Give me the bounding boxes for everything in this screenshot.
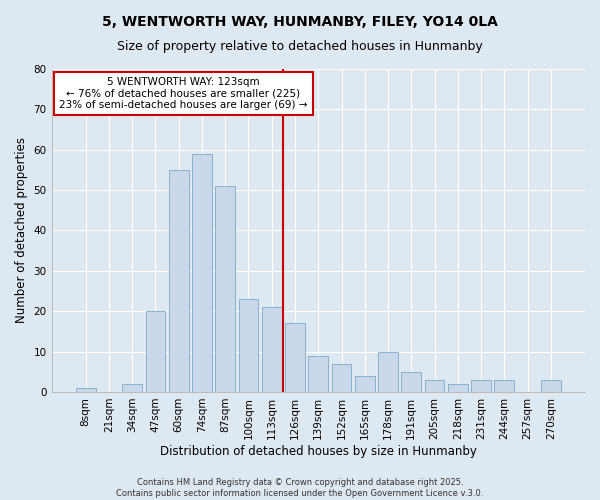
Bar bbox=[401, 372, 421, 392]
Bar bbox=[285, 324, 305, 392]
Bar bbox=[239, 299, 259, 392]
X-axis label: Distribution of detached houses by size in Hunmanby: Distribution of detached houses by size … bbox=[160, 444, 477, 458]
Bar bbox=[215, 186, 235, 392]
Bar bbox=[378, 352, 398, 392]
Bar bbox=[308, 356, 328, 392]
Bar bbox=[494, 380, 514, 392]
Bar bbox=[332, 364, 352, 392]
Bar bbox=[76, 388, 95, 392]
Bar bbox=[425, 380, 445, 392]
Bar bbox=[146, 311, 166, 392]
Text: Size of property relative to detached houses in Hunmanby: Size of property relative to detached ho… bbox=[117, 40, 483, 53]
Text: Contains HM Land Registry data © Crown copyright and database right 2025.
Contai: Contains HM Land Registry data © Crown c… bbox=[116, 478, 484, 498]
Bar bbox=[262, 307, 281, 392]
Text: 5, WENTWORTH WAY, HUNMANBY, FILEY, YO14 0LA: 5, WENTWORTH WAY, HUNMANBY, FILEY, YO14 … bbox=[102, 15, 498, 29]
Bar bbox=[471, 380, 491, 392]
Bar bbox=[448, 384, 468, 392]
Bar bbox=[169, 170, 188, 392]
Bar bbox=[355, 376, 374, 392]
Y-axis label: Number of detached properties: Number of detached properties bbox=[15, 138, 28, 324]
Bar bbox=[122, 384, 142, 392]
Bar bbox=[192, 154, 212, 392]
Text: 5 WENTWORTH WAY: 123sqm
← 76% of detached houses are smaller (225)
23% of semi-d: 5 WENTWORTH WAY: 123sqm ← 76% of detache… bbox=[59, 77, 308, 110]
Bar bbox=[541, 380, 561, 392]
